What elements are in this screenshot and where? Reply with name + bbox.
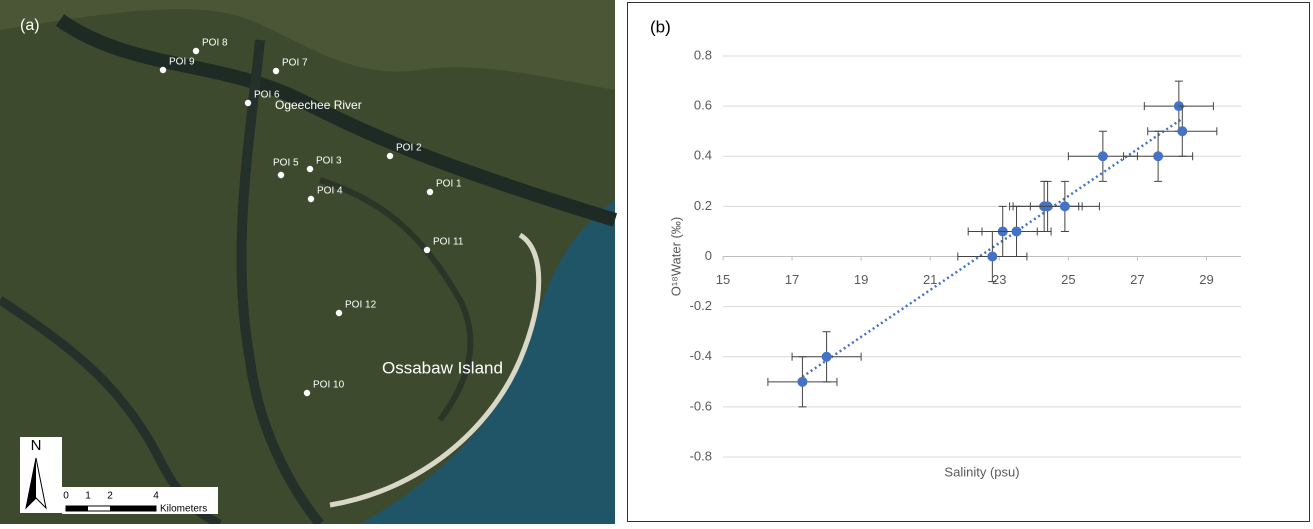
x-tick-label: 29 — [1199, 272, 1213, 287]
y-tick-label: 0.8 — [694, 47, 712, 62]
x-tick-label: 21 — [923, 272, 937, 287]
poi-marker — [244, 99, 252, 107]
x-tick-label: 19 — [854, 272, 868, 287]
channel — [236, 39, 324, 528]
point — [987, 251, 998, 262]
poi-marker — [386, 152, 394, 160]
land — [0, 0, 615, 90]
y-tick-label: -0.6 — [690, 398, 712, 413]
scale-tick: 0 — [63, 491, 69, 502]
scale-unit: Kilometers — [160, 504, 207, 515]
x-tick-label: 27 — [1130, 272, 1144, 287]
poi-marker — [307, 195, 315, 203]
y-tick-label: -0.4 — [690, 348, 712, 363]
poi-label: POI 5 — [273, 158, 299, 169]
point — [1097, 151, 1108, 162]
trendline — [801, 117, 1183, 378]
poi-label: POI 1 — [436, 179, 462, 190]
point — [821, 351, 832, 362]
poi-marker — [426, 188, 434, 196]
y-tick-label: 0.2 — [694, 198, 712, 213]
poi-marker — [159, 66, 167, 74]
north-label: N — [31, 437, 42, 454]
x-tick-label: 17 — [785, 272, 799, 287]
scale-tick: 2 — [107, 491, 113, 502]
x-tick-label: 23 — [992, 272, 1006, 287]
poi-marker — [306, 165, 314, 173]
point — [1011, 226, 1022, 237]
point — [1153, 151, 1164, 162]
channel — [319, 177, 474, 422]
y-tick-label: -0.2 — [690, 298, 712, 313]
x-axis-label: Salinity (psu) — [944, 464, 1019, 479]
river — [55, 14, 618, 227]
scale-tick: 4 — [153, 491, 159, 502]
scale-seg — [110, 506, 156, 511]
point — [797, 376, 808, 387]
y-axis-label: O¹⁸Water (‰) — [668, 217, 683, 296]
poi-label: POI 6 — [254, 90, 280, 101]
x-tick-label: 15 — [716, 272, 730, 287]
y-tick-label: 0 — [705, 248, 712, 263]
island-label: Ossabaw Island — [382, 358, 503, 377]
point — [1059, 201, 1070, 212]
poi-group: POI 1 POI 2 POI 3 POI 4 POI 5 POI 6 POI 7 POI 8… — [159, 38, 464, 397]
north-arrow-half — [26, 458, 36, 508]
scale-seg — [66, 506, 88, 511]
poi-marker — [335, 309, 343, 317]
poi-marker — [192, 47, 200, 55]
poi-marker — [303, 389, 311, 397]
point — [1177, 126, 1188, 137]
poi-label: POI 2 — [396, 143, 422, 154]
beach — [329, 232, 542, 508]
y-tick-label: -0.8 — [690, 448, 712, 463]
poi-marker — [272, 67, 280, 75]
chart-frame — [627, 2, 1310, 522]
poi-marker — [423, 246, 431, 254]
poi-label: POI 7 — [282, 58, 308, 69]
poi-label: POI 12 — [345, 300, 377, 311]
map-panel: (a) Ogeechee River Ossabaw Island N 0 1 … — [0, 0, 618, 529]
y-tick-label: 0.6 — [694, 98, 712, 113]
poi-label: POI 3 — [316, 156, 342, 167]
poi-label: POI 8 — [202, 38, 228, 49]
scale-bar: 0 1 2 4 Kilometers — [62, 487, 218, 515]
panel-label: (a) — [20, 17, 40, 34]
chart: (b) -0.8 -0.6 -0.4 -0.2 0 0.2 0.4 0.6 0.8 15 17 19 21… — [650, 17, 1241, 479]
poi-label: POI 4 — [317, 186, 343, 197]
north-arrow: N — [20, 437, 62, 513]
ocean — [360, 200, 615, 524]
x-tick-label: 25 — [1061, 272, 1075, 287]
river-label: Ogeechee River — [275, 98, 362, 112]
scale-tick: 1 — [85, 491, 91, 502]
poi-label: POI 11 — [433, 237, 464, 248]
y-tick-label: 0.4 — [694, 148, 712, 163]
poi-label: POI 9 — [169, 57, 195, 68]
panel-label: (b) — [650, 17, 671, 36]
poi-marker — [277, 171, 285, 179]
poi-label: POI 10 — [313, 380, 345, 391]
